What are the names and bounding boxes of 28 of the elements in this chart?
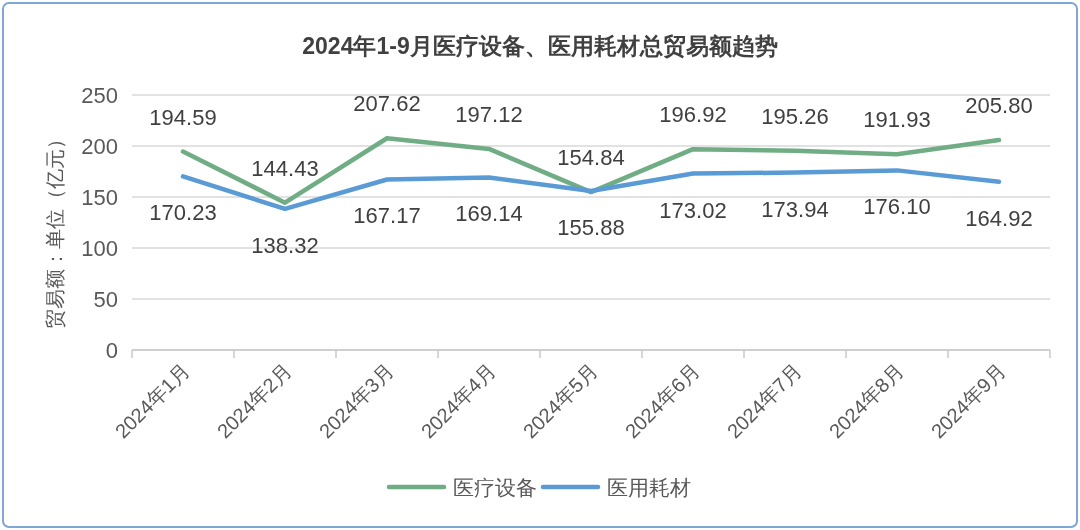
y-tick: 250 (81, 83, 118, 108)
value-label: 191.93 (863, 107, 931, 133)
value-label: 194.59 (149, 104, 217, 130)
value-label: 154.84 (557, 145, 625, 171)
y-tick: 50 (93, 287, 118, 312)
title: 2024年1-9月医疗设备、医用耗材总贸易额趋势 (302, 33, 778, 59)
value-label: 173.94 (761, 196, 829, 222)
value-label: 155.88 (557, 215, 625, 240)
value-label: 197.12 (455, 101, 523, 127)
y-tick: 100 (81, 236, 118, 261)
value-label: 205.80 (965, 93, 1033, 119)
legend-label: 医用耗材 (607, 476, 691, 499)
y-tick: 200 (81, 134, 118, 159)
value-label: 207.62 (353, 91, 421, 117)
value-label: 195.26 (761, 103, 829, 129)
y-label: 贸易额：单位（亿元） (44, 128, 66, 329)
value-label: 173.02 (659, 197, 727, 223)
y-tick: 0 (105, 338, 118, 363)
value-label: 176.10 (863, 194, 931, 220)
value-label: 196.92 (659, 102, 727, 128)
value-label: 167.17 (353, 203, 421, 229)
legend-label: 医疗设备 (453, 476, 537, 499)
value-label: 169.14 (455, 201, 523, 227)
value-label: 144.43 (251, 155, 319, 181)
value-label: 164.92 (965, 205, 1033, 231)
value-label: 138.32 (251, 232, 319, 258)
y-tick: 150 (81, 185, 118, 210)
value-label: 170.23 (149, 200, 217, 226)
